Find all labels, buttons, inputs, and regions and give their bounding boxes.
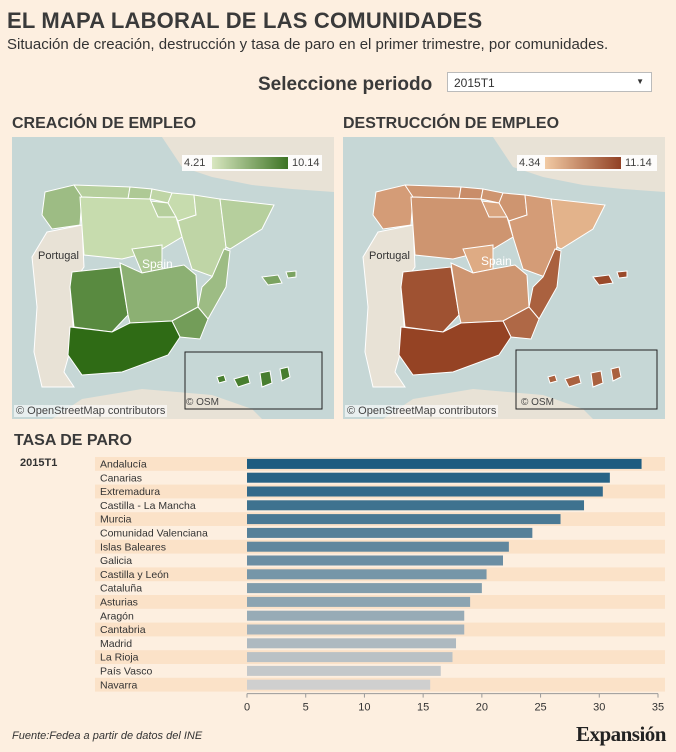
x-tick-label: 5 [303,702,309,714]
region-castilla-mancha[interactable] [450,262,530,324]
portugal-label: Portugal [38,250,79,262]
paro-period: 2015T1 [20,457,58,469]
page-subtitle: Situación de creación, destrucción y tas… [7,36,609,53]
bar[interactable] [247,486,603,497]
category-label: Asturias [100,597,138,609]
category-label: Madrid [100,638,132,650]
category-label: País Vasco [100,666,152,678]
category-label: Galicia [100,555,132,567]
category-label: Murcia [100,514,132,526]
paro-title: TASA DE PARO [14,432,132,449]
bar[interactable] [247,652,453,663]
x-tick-label: 25 [534,702,546,714]
spain-label: Spain [481,254,512,268]
period-select[interactable]: 2015T1 ▼ [447,72,652,92]
chevron-down-icon[interactable]: ▼ [636,77,644,86]
osm-credit[interactable]: © OpenStreetMap contributors [345,405,499,417]
bar[interactable] [247,679,431,690]
creation-legend-max: 10.14 [292,157,320,169]
bar[interactable] [247,472,610,483]
bar[interactable] [247,541,509,552]
region-galicia[interactable] [41,184,83,230]
category-label: Andalucía [100,459,147,471]
destruction-map[interactable]: Portugal Spain 4.34 11.14 © OpenStreetMa… [343,137,665,419]
destruction-map-svg: Portugal Spain [362,137,665,419]
osm-inset-credit[interactable]: © OSM [521,397,554,408]
bar[interactable] [247,527,533,538]
x-tick-label: 30 [593,702,605,714]
category-label: Aragón [100,610,134,622]
region-andalucia[interactable] [398,320,512,376]
x-tick-label: 35 [652,702,664,714]
x-tick-label: 10 [358,702,370,714]
canary-inset-frame [184,351,323,410]
creation-legend: 4.21 10.14 [182,155,322,171]
destruction-regions [372,184,628,388]
period-select-value: 2015T1 [454,76,495,90]
spain-label: Spain [142,257,173,271]
region-castilla-mancha[interactable] [119,262,199,324]
osm-inset-credit[interactable]: © OSM [186,397,219,408]
x-tick-label: 15 [417,702,429,714]
x-tick-label: 20 [476,702,488,714]
region-cataluna[interactable] [219,198,275,250]
category-label: Castilla - La Mancha [100,500,196,512]
brand-logo: Expansión [575,722,667,746]
bar[interactable] [247,458,642,469]
destruction-legend: 4.34 11.14 [517,155,657,171]
creation-map-title: CREACIÓN DE EMPLEO [12,115,197,132]
region-extremadura[interactable] [400,266,460,333]
bar[interactable] [247,638,457,649]
region-baleares[interactable] [261,270,297,286]
category-label: Navarra [100,679,138,691]
bar[interactable] [247,596,471,607]
source-note: Fuente:Fedea a partir de datos del INE [12,730,203,742]
bar[interactable] [247,569,487,580]
destruction-legend-min: 4.34 [519,157,541,169]
region-cantabria[interactable] [127,186,153,200]
category-label: Canarias [100,472,142,484]
region-cataluna[interactable] [550,198,606,250]
bar[interactable] [247,514,561,525]
region-andalucia[interactable] [67,320,181,376]
category-label: Islas Baleares [100,541,166,553]
creation-legend-gradient [212,157,288,169]
category-label: Cataluña [100,583,142,595]
page-title: EL MAPA LABORAL DE LAS COMUNIDADES [7,8,483,33]
region-valenciana[interactable] [528,248,562,320]
region-baleares[interactable] [592,270,628,286]
creation-regions [41,184,297,388]
region-canarias[interactable] [216,366,291,388]
category-label: Comunidad Valenciana [100,528,208,540]
canary-inset-frame [515,349,658,410]
destruction-legend-gradient [545,157,621,169]
region-cantabria[interactable] [458,186,484,200]
bar[interactable] [247,610,465,621]
destruction-map-title: DESTRUCCIÓN DE EMPLEO [343,115,560,132]
category-label: La Rioja [100,652,139,664]
region-castilla-leon[interactable] [79,196,183,260]
category-label: Cantabria [100,624,146,636]
creation-legend-min: 4.21 [184,157,206,169]
x-tick-label: 0 [244,702,250,714]
region-galicia[interactable] [372,184,414,230]
region-castilla-leon[interactable] [410,196,514,260]
category-label: Castilla y León [100,569,169,581]
bar[interactable] [247,665,441,676]
region-canarias[interactable] [547,366,622,388]
creation-map-svg: Portugal Spain [31,137,334,419]
destruction-legend-max: 11.14 [625,157,652,169]
bar[interactable] [247,500,585,511]
bar[interactable] [247,624,465,635]
bar[interactable] [247,555,503,566]
region-extremadura[interactable] [69,266,129,333]
portugal-label: Portugal [369,250,410,262]
creation-map[interactable]: Portugal Spain 4.21 10.14 © OpenStreetMa… [12,137,334,419]
bar[interactable] [247,583,482,594]
region-valenciana[interactable] [197,248,231,320]
category-label: Extremadura [100,486,160,498]
osm-credit[interactable]: © OpenStreetMap contributors [14,405,168,417]
period-label: Seleccione periodo [258,74,433,95]
